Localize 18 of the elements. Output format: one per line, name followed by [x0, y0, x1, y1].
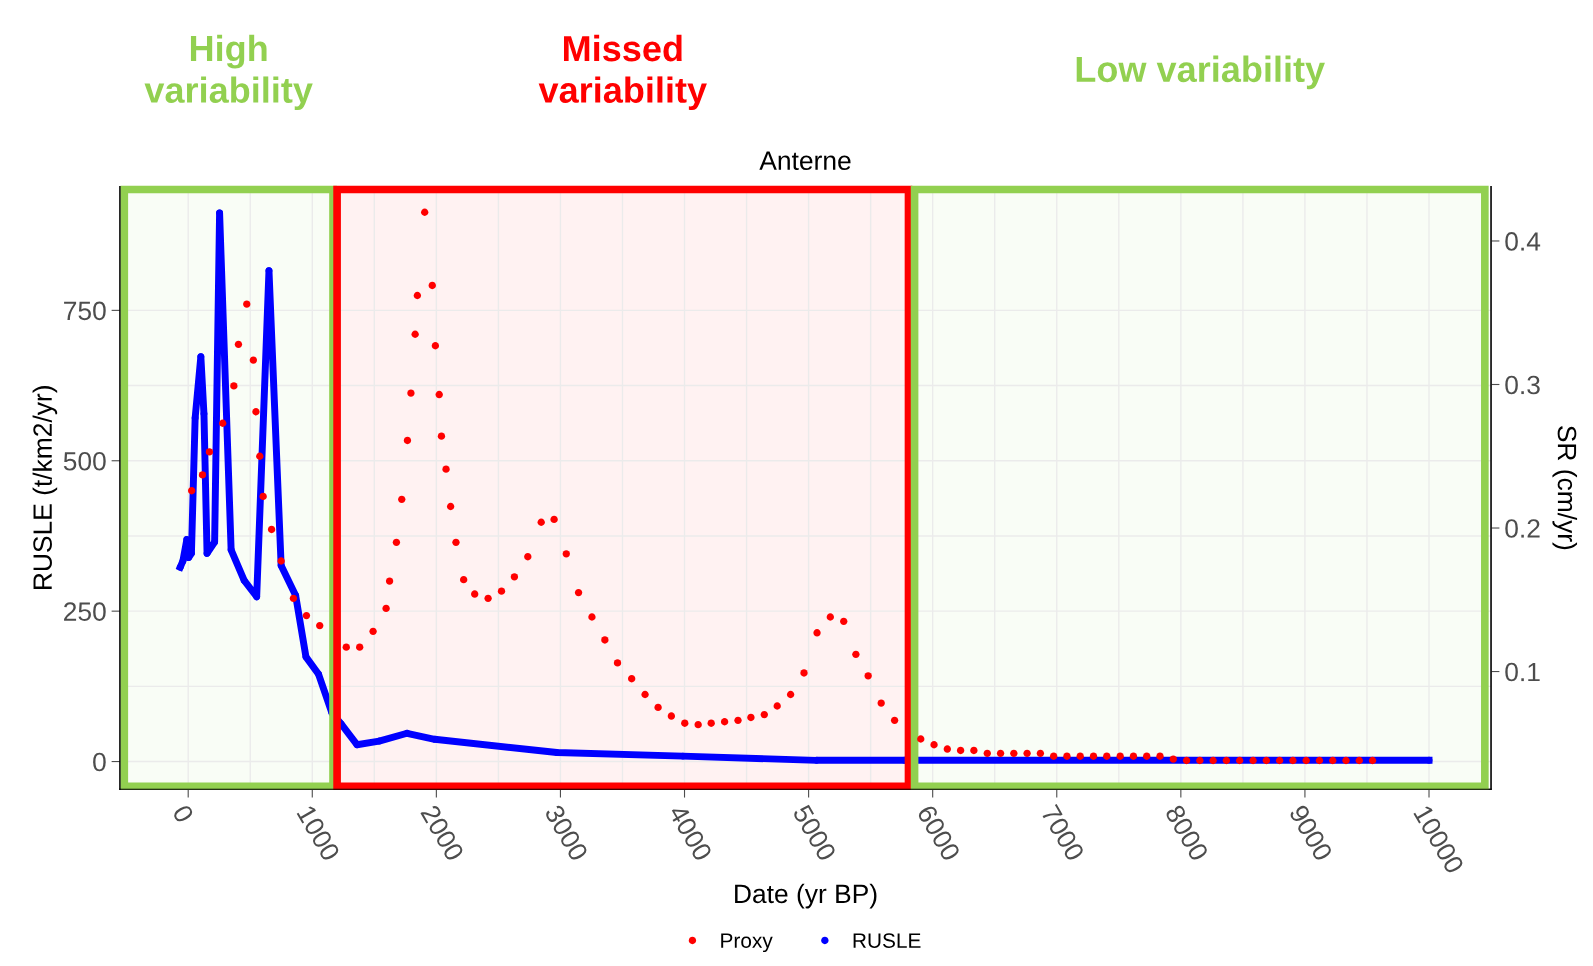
y-tick-label: 250 — [64, 602, 106, 621]
y2-axis-title: SR (cm/yr) — [1552, 426, 1578, 550]
x-axis-title: Date (yr BP) — [735, 883, 877, 909]
legend-label: RUSLE — [853, 933, 921, 948]
band-label: Missed variability — [538, 34, 707, 111]
legend-label: Proxy — [721, 933, 773, 953]
y2-tick-label: 0.1 — [1505, 662, 1540, 682]
x-tick-label: 0 — [171, 803, 195, 824]
y2-tick-label: 0.3 — [1505, 375, 1540, 395]
y-tick-label: 0 — [93, 752, 106, 772]
y2-tick-label: 0.4 — [1505, 232, 1541, 251]
y-tick-label: 500 — [63, 451, 106, 471]
chart-title: Anterne — [759, 151, 851, 171]
y-tick-label: 750 — [64, 301, 106, 321]
band-label: High variability — [144, 34, 313, 111]
y-axis-title: RUSLE (t/km2/yr) — [32, 386, 58, 590]
band-label: Low variability — [1076, 55, 1325, 90]
y2-tick-label: 0.2 — [1505, 519, 1540, 538]
